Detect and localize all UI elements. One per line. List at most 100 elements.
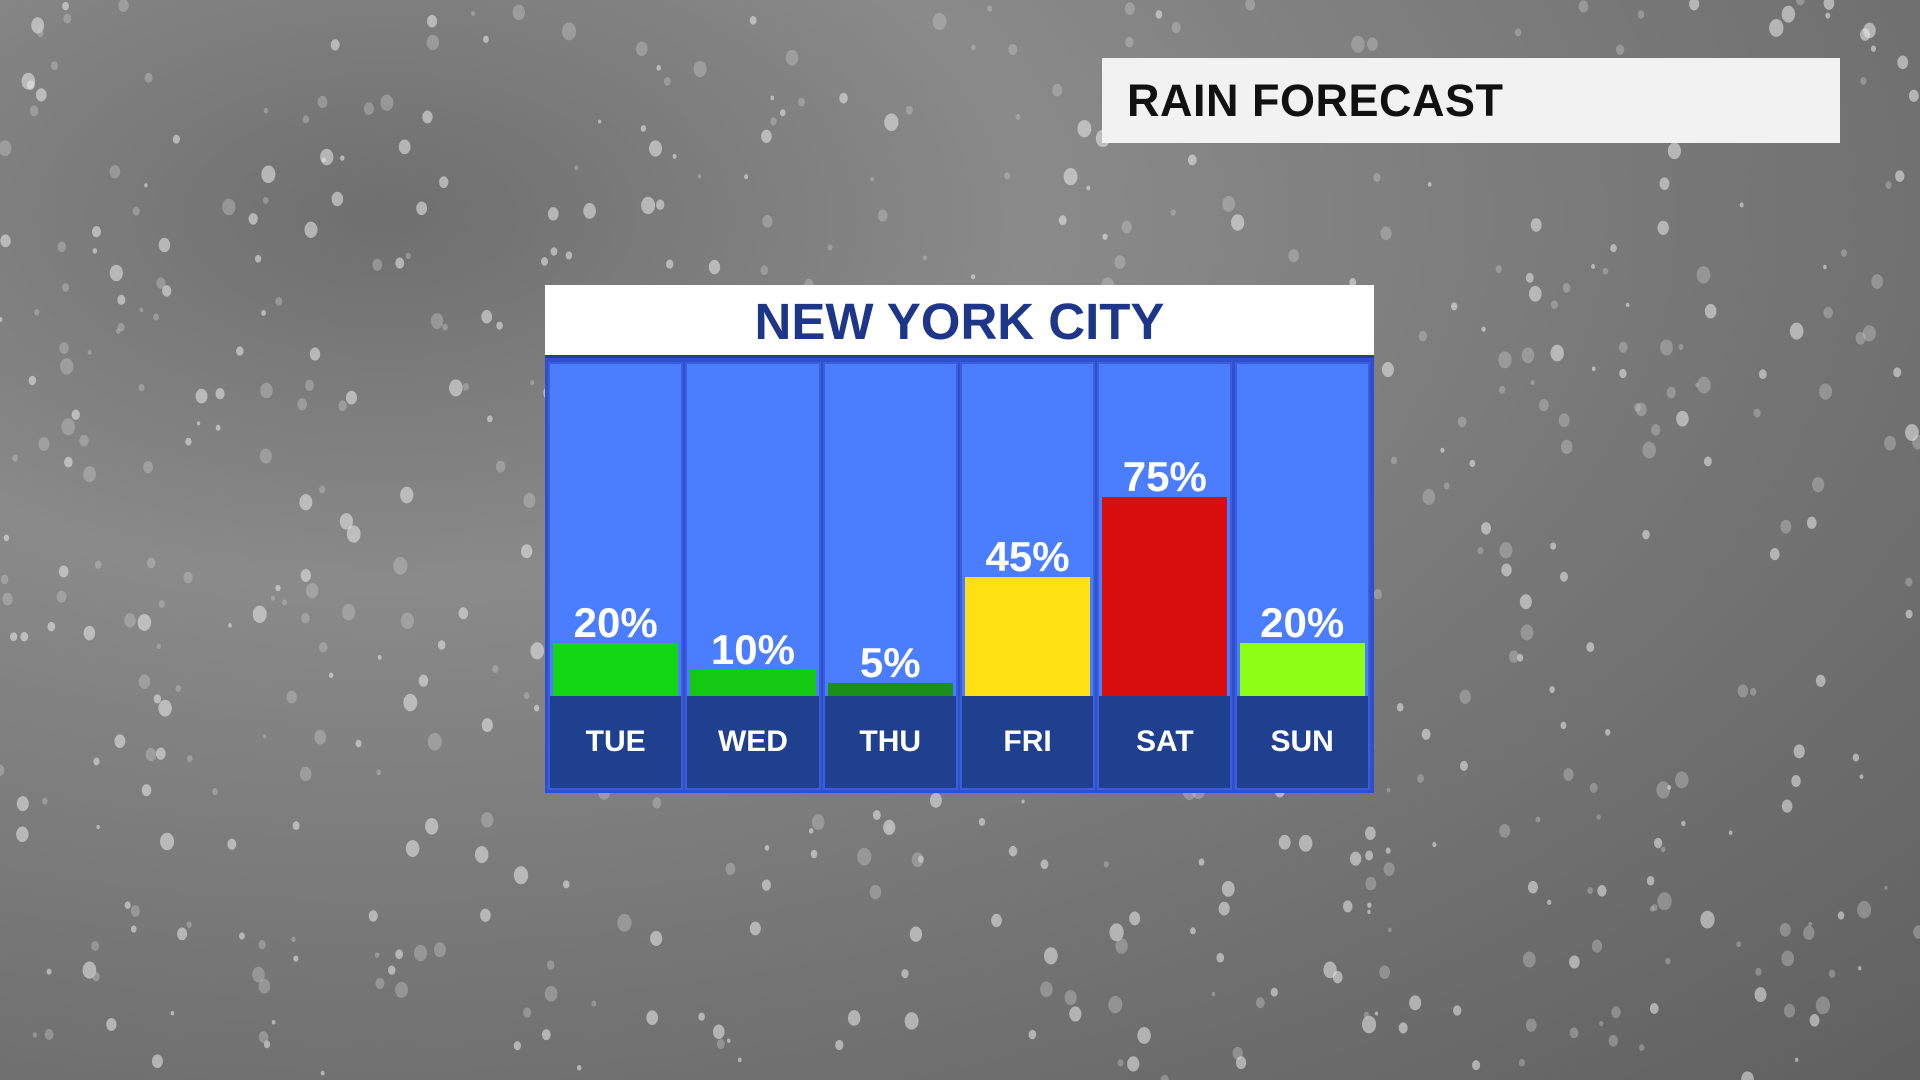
rain-drop [1367,909,1371,915]
rain-drop [215,424,221,431]
rain-drop [617,913,632,932]
rain-drop [50,61,58,71]
rain-drop [426,34,440,51]
rain-drop [263,1040,271,1049]
rain-drop [439,176,449,189]
rain-drop [36,28,44,38]
rain-drop [1457,416,1467,428]
rain-drop [413,944,428,962]
rain-drop [109,165,121,179]
rain-drop [387,965,396,975]
rain-drop [338,400,347,412]
rain-drop [270,595,276,601]
rain-drop [1605,728,1611,736]
rain-drop [1481,522,1492,535]
rain-drop [38,437,50,451]
rain-drop [761,879,771,891]
rain-drop [1365,826,1376,840]
rain-drop [331,191,344,207]
rain-drop [339,513,354,530]
rain-drop [12,454,18,462]
rain-drop [261,165,276,184]
rain-drop [1610,244,1617,253]
rain-drop [1619,368,1627,379]
rain-drop [0,140,12,157]
rain-drop [252,966,265,983]
rain-drop [376,769,381,776]
rain-drop [1361,1015,1377,1034]
rain-drop [1657,220,1669,235]
day-column: 5% THU [822,362,958,790]
rain-drop [1432,842,1437,848]
rain-drop [1516,653,1524,662]
rain-drop [170,1010,175,1016]
rain-drop [1635,402,1647,417]
x-tick-label: THU [824,696,956,788]
rain-drop [1373,588,1383,600]
rain-drop [346,525,361,543]
rain-drop [725,862,736,876]
rain-drop [1115,938,1128,954]
rain-drop [726,1038,731,1043]
rain-drop [1656,781,1671,799]
rain-drop [186,921,192,928]
rain-drop [1823,264,1827,270]
rain-drop [28,375,37,386]
rain-drop [827,244,833,251]
rain-drop [1538,398,1549,412]
rain-drop [372,258,383,271]
rain-drop [395,949,404,960]
rain-drop [650,930,663,947]
rain-drop [46,968,52,975]
rain-drop [693,60,707,78]
rain-drop [904,1012,919,1030]
rain-drop [1525,1018,1537,1032]
rain-drop [340,155,345,161]
rain-drop [1417,774,1425,783]
rain-drop [1450,302,1458,311]
rain-drop [172,134,180,144]
rain-drop [1665,957,1671,965]
rain-drop [92,971,100,982]
value-label: 5% [859,638,921,686]
rain-drop [1739,202,1744,208]
rain-drop [57,241,67,253]
rain-drop [1599,1020,1604,1027]
rain-drop [143,460,154,474]
rain-drop [94,560,102,569]
rain-drop [1129,911,1141,926]
rain-drop [262,734,267,739]
rain-drop [1578,0,1589,13]
rain-drop [228,623,232,628]
rain-drop [314,729,327,745]
rain-drop [1860,77,1867,85]
value-label: 20% [573,599,658,646]
rain-drop [1649,1002,1659,1014]
rain-drop [1815,674,1826,687]
rain-drop [1700,910,1715,929]
rain-drop [1121,220,1132,234]
rain-drop [368,910,378,922]
rain-drop [58,565,69,578]
rain-drop [1781,5,1796,23]
rain-drop [1587,887,1593,895]
rain-drop [305,582,319,599]
rain-drop [374,952,380,958]
rain-drop [20,631,29,642]
rain-drop [541,1029,551,1041]
rain-drop [1459,760,1468,771]
rain-drop [540,257,548,266]
rain-drop [1649,905,1655,912]
rain-drop [1218,901,1230,916]
rain-drop [1063,167,1078,186]
rain-drop [1086,185,1091,191]
rain-drop [1288,249,1300,263]
rain-drop [109,264,123,282]
rain-drop [1211,991,1216,997]
rain-drop [375,977,385,990]
rain-drop [1781,950,1795,967]
rain-drop [449,379,463,397]
rain-drop [2,592,13,606]
rain-drop [1660,339,1673,356]
rain-drop [712,1024,725,1040]
